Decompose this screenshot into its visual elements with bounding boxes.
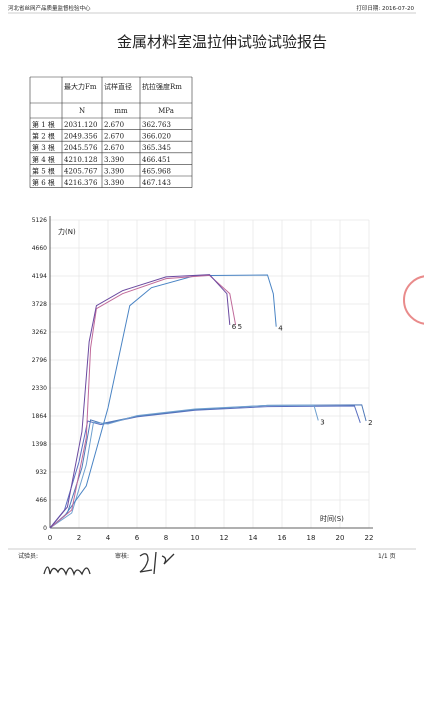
- cell-value: 466.451: [142, 156, 171, 164]
- chart: 0466932139818642330279632623728419446605…: [32, 216, 374, 542]
- force-curve: [49, 404, 367, 529]
- y-tick-label: 2330: [32, 385, 47, 392]
- y-tick-label: 932: [36, 469, 48, 476]
- cell-value: 465.968: [142, 167, 171, 175]
- y-tick-label: 1398: [32, 441, 47, 448]
- cell-value: 2049.356: [64, 133, 98, 141]
- y-tick-label: 4194: [32, 273, 47, 280]
- cell-value: 4210.128: [64, 156, 97, 164]
- x-tick-label: 16: [278, 534, 287, 542]
- y-tick-label: 3728: [32, 301, 47, 308]
- print-date: 打印日期: 2016-07-20: [356, 4, 414, 12]
- page-number: 1/1 页: [378, 553, 396, 560]
- x-tick-label: 0: [48, 534, 52, 542]
- cell-value: 2045.576: [64, 144, 98, 152]
- column-header: 最大力Fm: [64, 82, 97, 91]
- column-unit: MPa: [158, 107, 174, 115]
- tester: 试验员:: [18, 552, 38, 560]
- cell-value: 2.670: [104, 133, 124, 141]
- y-tick-label: 2796: [32, 357, 47, 364]
- row-label: 第 1 根: [32, 120, 55, 129]
- signature: [43, 566, 91, 576]
- signature: [139, 551, 175, 575]
- force-curve: [49, 274, 277, 529]
- cell-value: 3.390: [104, 156, 124, 164]
- column-header: 试样直径: [104, 82, 132, 91]
- x-tick-label: 12: [220, 534, 229, 542]
- y-tick-label: 466: [36, 497, 48, 504]
- cell-value: 3.390: [104, 179, 124, 187]
- column-header: 抗拉强度Rm: [142, 82, 182, 91]
- curve-label: 4: [278, 325, 283, 333]
- x-tick-label: 20: [336, 534, 345, 542]
- x-tick-label: 8: [164, 534, 168, 542]
- row-label: 第 4 根: [32, 155, 55, 164]
- cell-value: 366.020: [142, 133, 171, 141]
- y-tick-label: 3262: [32, 329, 47, 336]
- curve-label: 2: [368, 419, 372, 427]
- row-label: 第 5 根: [32, 166, 55, 175]
- cell-value: 4205.767: [64, 167, 97, 175]
- column-unit: N: [79, 107, 85, 115]
- x-tick-label: 18: [307, 534, 316, 542]
- x-tick-label: 10: [191, 534, 200, 542]
- table: 最大力Fm N 试样直径 mm 抗拉强度Rm MPa 第 1 根 2031.120 2.670 3…: [29, 76, 193, 188]
- y-tick-label: 1864: [32, 413, 47, 420]
- stamp: [403, 275, 424, 325]
- row-label: 第 6 根: [32, 178, 55, 187]
- curve-label: 3: [320, 418, 324, 426]
- y-tick-label: 4660: [32, 245, 47, 252]
- force-curve: [49, 274, 231, 529]
- cell-value: 4216.376: [64, 179, 98, 187]
- force-curve: [49, 404, 319, 529]
- title: 金属材料室温拉伸试验试验报告: [117, 33, 327, 51]
- x-tick-label: 22: [365, 534, 374, 542]
- column-unit: mm: [114, 107, 128, 115]
- row-label: 第 3 根: [32, 143, 55, 152]
- cell-value: 3.390: [104, 167, 124, 175]
- y-tick-label: 0: [43, 525, 47, 532]
- curve-label: 6: [232, 323, 237, 331]
- cell-value: 365.345: [142, 144, 171, 152]
- y-tick-label: 5126: [32, 217, 47, 224]
- x-tick-label: 6: [135, 534, 140, 542]
- cell-value: 2031.120: [64, 121, 97, 129]
- cell-value: 2.670: [104, 144, 124, 152]
- row-label: 第 2 根: [32, 132, 55, 141]
- cell-value: 467.143: [142, 179, 171, 187]
- y-axis-label: 力(N): [58, 227, 76, 236]
- x-tick-label: 2: [77, 534, 81, 542]
- cell-value: 2.670: [104, 121, 124, 129]
- x-tick-label: 14: [249, 534, 258, 542]
- cell-value: 362.763: [142, 121, 171, 129]
- force-curve: [49, 274, 237, 529]
- org: 河北省丝网产品质量监督检验中心: [8, 4, 91, 12]
- x-axis-label: 时间(S): [320, 514, 344, 523]
- x-tick-label: 4: [106, 534, 111, 542]
- curve-label: 5: [238, 323, 242, 331]
- reviewer: 审核:: [115, 552, 129, 560]
